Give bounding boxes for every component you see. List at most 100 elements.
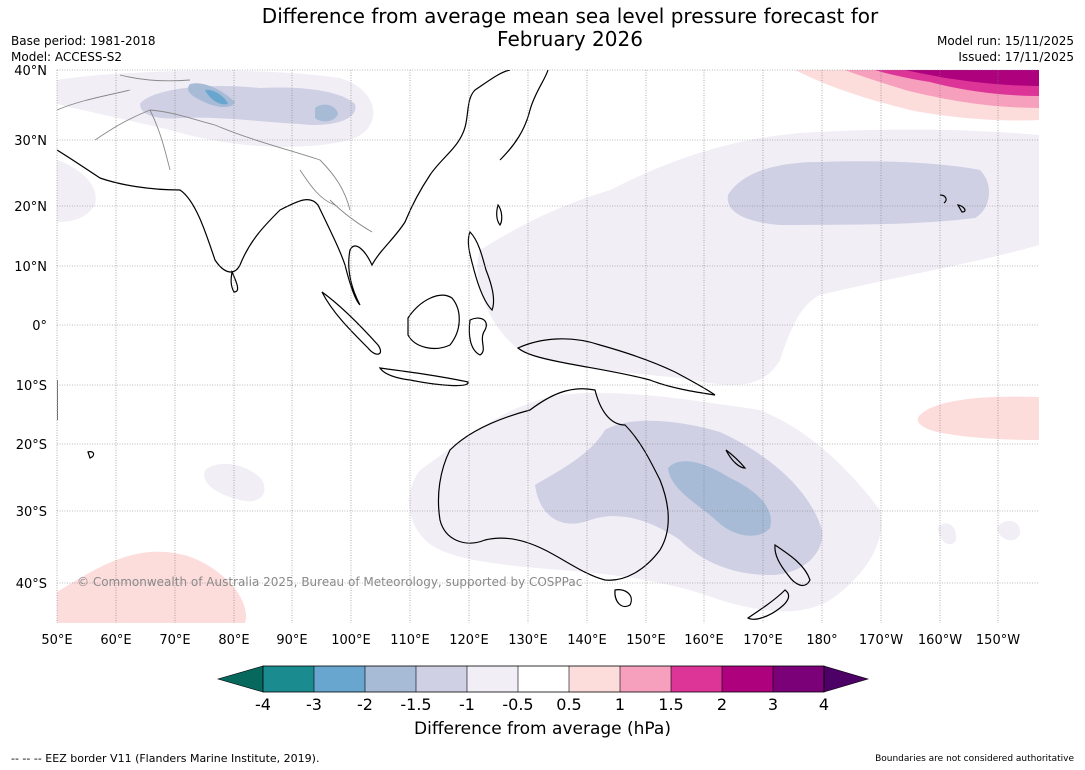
lon-label: 150°E xyxy=(626,633,666,648)
model-run: Model run: 15/11/2025 xyxy=(936,34,1074,48)
colorbar-tick-label: -3 xyxy=(306,695,322,714)
base-period: Base period: 1981-2018 xyxy=(11,34,156,48)
anomaly-region-north-pacific-high-2 xyxy=(905,70,1039,86)
meta-right: Model run: 15/11/2025 Issued: 17/11/2025 xyxy=(937,33,1074,65)
coastline-new-zealand-north xyxy=(774,543,811,587)
colorbar-tick-label: -1.5 xyxy=(400,695,431,714)
coastline-java xyxy=(378,367,469,387)
lon-label: 130°E xyxy=(508,633,548,648)
lat-label: 30°N xyxy=(14,134,47,149)
colorbar-tick-label: -4 xyxy=(255,695,271,714)
coastline-madagascar xyxy=(87,451,95,459)
lat-label: 10°N xyxy=(14,260,47,275)
anomaly-region-tibet-east xyxy=(315,104,338,122)
colorbar-swatch xyxy=(314,666,366,692)
coastline-tasmania xyxy=(614,589,632,608)
colorbar-tick-label: 3 xyxy=(768,695,778,714)
coastline-asia-mainland xyxy=(57,70,511,306)
lon-label: 140°E xyxy=(567,633,607,648)
colorbar-swatch xyxy=(518,666,570,692)
colorbar-swatches xyxy=(263,666,825,692)
colorbar-swatch xyxy=(365,666,417,692)
lat-label: 40°N xyxy=(14,64,47,79)
lat-label: 0° xyxy=(32,319,47,334)
country-borders xyxy=(57,74,373,233)
colorbar-tick-label: 4 xyxy=(819,695,829,714)
colorbar-tick-label: -0.5 xyxy=(502,695,533,714)
anomaly-region-coral-sea xyxy=(668,461,771,536)
coastline-borneo xyxy=(407,294,460,349)
coastline-japan xyxy=(499,70,549,161)
colorbar-high-extension xyxy=(823,665,870,693)
colorbar: -4 -3 -2 -1.5 -1 -0.5 0.5 1 1.5 2 3 4 xyxy=(216,665,870,714)
anomaly-region-kashmir xyxy=(205,89,228,105)
colorbar-tick-label: -2 xyxy=(357,695,373,714)
lon-label: 180° xyxy=(806,633,837,648)
lon-label: 160°E xyxy=(684,633,724,648)
colorbar-swatch xyxy=(620,666,672,692)
anomaly-region-tasman-small-1 xyxy=(938,523,957,545)
lon-label: 60°E xyxy=(100,633,131,648)
colorbar-tick-label: 0.5 xyxy=(556,695,581,714)
eez-legend: -- -- -- EEZ border V11 (Flanders Marine… xyxy=(11,752,320,765)
coastline-hawaii xyxy=(939,194,966,213)
colorbar-swatch xyxy=(722,666,774,692)
lon-label: 70°E xyxy=(159,633,190,648)
anomaly-region-south-pacific-high xyxy=(917,396,1039,440)
lon-label: 170°W xyxy=(859,633,903,648)
lon-label: 110°E xyxy=(390,633,430,648)
gridlines xyxy=(56,69,1039,623)
anomaly-region-indian-ocean xyxy=(204,463,265,502)
coastline-sulawesi xyxy=(468,317,487,356)
boundaries-disclaimer: Boundaries are not considered authoritat… xyxy=(875,754,1074,764)
longitude-labels: 50°E 60°E 70°E 80°E 90°E 100°E 110°E 120… xyxy=(41,633,1020,648)
colorbar-swatch xyxy=(773,666,825,692)
colorbar-swatch xyxy=(263,666,315,692)
colorbar-label: Difference from average (hPa) xyxy=(414,719,671,739)
lat-label: 40°S xyxy=(16,577,47,592)
colorbar-swatch xyxy=(467,666,519,692)
lon-label: 170°E xyxy=(743,633,783,648)
colorbar-outline xyxy=(262,665,825,693)
anomaly-fields xyxy=(57,70,1039,623)
lon-label: 150°W xyxy=(976,633,1020,648)
lat-label: 20°N xyxy=(14,200,47,215)
lat-label: 30°S xyxy=(16,505,47,520)
colorbar-tick-label: -1 xyxy=(459,695,475,714)
coastline-new-caledonia xyxy=(725,449,747,469)
latitude-labels: 40°N 30°N 20°N 10°N 0° 10°S 20°S 30°S 40… xyxy=(14,64,47,592)
colorbar-tick-label: 1.5 xyxy=(658,695,683,714)
coastline-taiwan xyxy=(496,203,503,227)
colorbar-swatch xyxy=(569,666,621,692)
lon-label: 90°E xyxy=(276,633,307,648)
anomaly-region-australia-east xyxy=(535,420,823,575)
lon-label: 160°W xyxy=(918,633,962,648)
lat-label: 10°S xyxy=(16,379,47,394)
colorbar-tick-label: 2 xyxy=(717,695,727,714)
coastline-sumatra xyxy=(321,291,382,355)
meta-left: Base period: 1981-2018 Model: ACCESS-S2 xyxy=(11,33,156,65)
anomaly-region-north-pacific xyxy=(727,161,990,225)
colorbar-swatch xyxy=(416,666,468,692)
colorbar-low-extension xyxy=(216,665,264,693)
coastline-new-guinea xyxy=(516,338,716,396)
anomaly-region-sahel xyxy=(57,160,96,222)
issued-date: Issued: 17/11/2025 xyxy=(958,50,1074,64)
coastlines xyxy=(57,70,966,620)
coastline-philippines xyxy=(467,230,495,312)
lon-label: 50°E xyxy=(41,633,72,648)
lon-label: 100°E xyxy=(331,633,371,648)
lon-label: 120°E xyxy=(449,633,489,648)
coastline-australia xyxy=(437,388,669,581)
coastline-india-sri-lanka xyxy=(230,269,239,293)
map-title-line1: Difference from average mean sea level p… xyxy=(261,4,879,28)
copyright-notice: © Commonwealth of Australia 2025, Bureau… xyxy=(77,575,582,589)
lat-label: 20°S xyxy=(16,438,47,453)
colorbar-tick-label: 1 xyxy=(615,695,625,714)
lon-label: 80°E xyxy=(218,633,249,648)
model-name: Model: ACCESS-S2 xyxy=(11,50,123,64)
map-title-line2: February 2026 xyxy=(497,27,643,51)
anomaly-region-tasman-small-2 xyxy=(997,520,1021,541)
colorbar-swatch xyxy=(671,666,723,692)
